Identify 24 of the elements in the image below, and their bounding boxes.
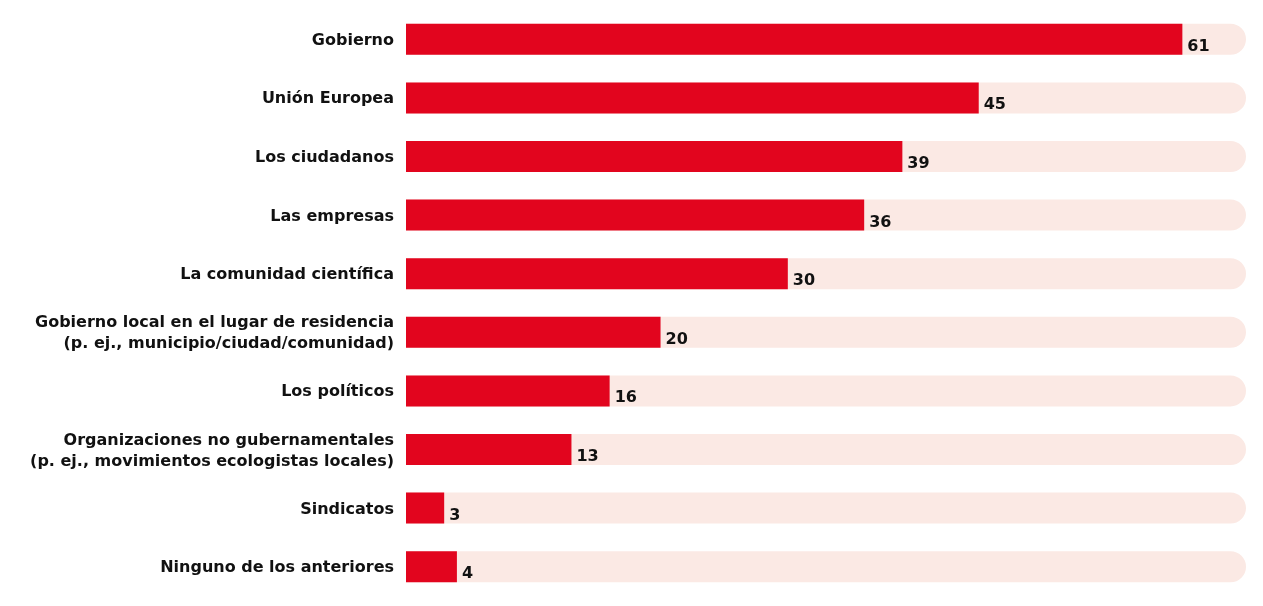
data-label: 16 bbox=[614, 387, 637, 407]
y-tick-label: La comunidad científica bbox=[180, 264, 394, 284]
y-tick-label: Organizaciones no gubernamentales (p. ej., movimientos ecologistas locales) bbox=[30, 429, 394, 470]
y-tick-label: Unión Europea bbox=[261, 88, 394, 108]
data-label: 4 bbox=[461, 563, 474, 583]
data-label: 45 bbox=[983, 94, 1006, 114]
y-tick-label: Las empresas bbox=[270, 205, 394, 225]
bar bbox=[406, 551, 457, 583]
data-label: 39 bbox=[907, 153, 930, 172]
y-tick-label: Los políticos bbox=[281, 381, 394, 401]
data-label: 61 bbox=[1187, 35, 1210, 55]
data-label: 30 bbox=[792, 270, 816, 290]
y-tick-label: Ninguno de los anteriores bbox=[160, 557, 394, 577]
bar bbox=[406, 492, 445, 524]
bar bbox=[406, 434, 572, 465]
data-label: 36 bbox=[869, 211, 892, 231]
y-tick-label: Gobierno local en el lugar de residencia (p. ej., municipio/ciudad/comunidad) bbox=[35, 312, 394, 353]
y-tick-label: Gobierno bbox=[311, 29, 395, 49]
bar bbox=[406, 375, 610, 407]
data-label: 3 bbox=[449, 504, 461, 524]
y-tick-label: Los ciudadanos bbox=[254, 147, 394, 166]
y-tick-label: Sindicatos bbox=[300, 498, 394, 518]
data-label: 13 bbox=[576, 446, 599, 465]
data-label: 20 bbox=[665, 328, 688, 348]
